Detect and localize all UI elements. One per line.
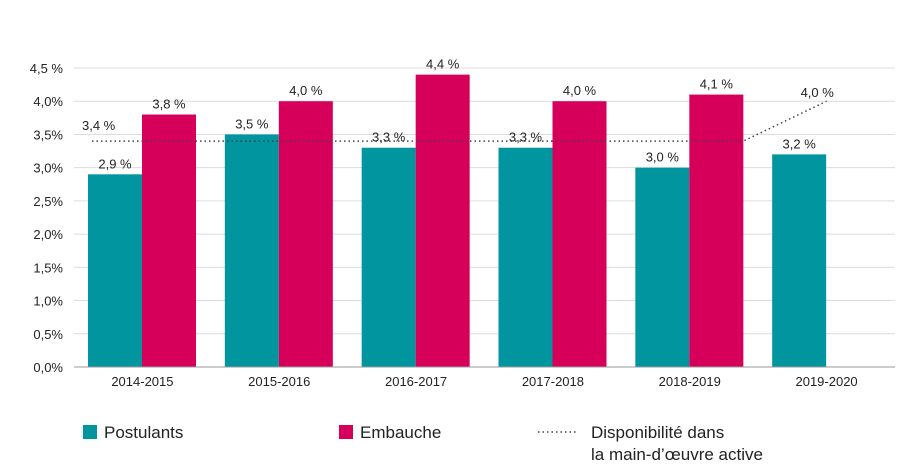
legend-swatch-postulants [83, 425, 97, 439]
gridlines [74, 67, 895, 335]
bar-embauche [142, 114, 196, 367]
availability-label-first: 3,4 % [82, 118, 116, 133]
bar-postulants [88, 174, 142, 367]
y-tick-label: 0,5% [33, 327, 63, 342]
bar-postulants [224, 134, 279, 367]
data-label-postulants: 3,3 % [509, 130, 543, 145]
data-label-embauche: 4,0 % [289, 83, 323, 98]
y-tick-label: 2,0% [33, 227, 63, 242]
data-label-postulants: 3,0 % [646, 150, 680, 165]
y-tick-label: 3,5% [33, 127, 63, 142]
legend: Postulants Embauche Disponibilité dans l… [83, 423, 763, 464]
x-tick-label: 2015-2016 [248, 374, 310, 389]
data-label-embauche: 4,1 % [700, 77, 734, 92]
bar-postulants [361, 147, 416, 367]
x-tick-label: 2017-2018 [522, 374, 584, 389]
y-tick-label: 4,0% [33, 94, 63, 109]
legend-label-embauche: Embauche [360, 423, 441, 442]
data-label-postulants: 3,3 % [372, 130, 406, 145]
bar-embauche [552, 101, 607, 367]
legend-swatch-embauche [339, 425, 353, 439]
data-label-embauche: 4,4 % [426, 57, 460, 72]
x-tick-label: 2018-2019 [659, 374, 721, 389]
availability-line-path [92, 100, 827, 142]
y-axis-ticks: 0,0% 0,5% 1,0% 1,5% 2,0% 2,5% 3,0% 3,5% 4,0% 4,5 … [30, 61, 64, 375]
data-label-postulants: 3,2 % [783, 136, 817, 151]
legend-label-availability-line2: la main-d’œuvre active [591, 445, 763, 464]
availability-line [92, 100, 827, 142]
bar-postulants [498, 147, 553, 367]
x-tick-label: 2019-2020 [795, 374, 857, 389]
availability-label-last: 4,0 % [801, 85, 835, 100]
data-label-postulants: 3,5 % [235, 116, 269, 131]
data-label-embauche: 4,0 % [563, 83, 597, 98]
y-tick-label: 0,0% [33, 360, 63, 375]
data-label-embauche: 3,8 % [152, 97, 186, 112]
y-tick-label: 4,5 % [30, 61, 64, 76]
y-tick-label: 3,0% [33, 161, 63, 176]
bar-embauche [415, 74, 470, 368]
data-labels: 2,9 % 3,8 % 3,5 % 4,0 % 3,3 % 4,4 % 3,3 % 4,0 %… [82, 57, 834, 172]
data-label-postulants: 2,9 % [98, 156, 132, 171]
y-tick-label: 2,5% [33, 194, 63, 209]
y-tick-label: 1,5% [33, 260, 63, 275]
bar-embauche [278, 101, 333, 367]
x-axis-ticks: 2014-2015 2015-2016 2016-2017 2017-2018 2018… [111, 374, 857, 389]
bars [88, 74, 827, 368]
legend-label-postulants: Postulants [104, 423, 183, 442]
x-tick-label: 2016-2017 [385, 374, 447, 389]
x-tick-label: 2014-2015 [111, 374, 173, 389]
legend-label-availability-line1: Disponibilité dans [591, 423, 724, 442]
y-tick-label: 1,0% [33, 294, 63, 309]
bar-embauche [689, 94, 744, 368]
bar-postulants [772, 154, 827, 367]
bar-postulants [635, 167, 690, 367]
